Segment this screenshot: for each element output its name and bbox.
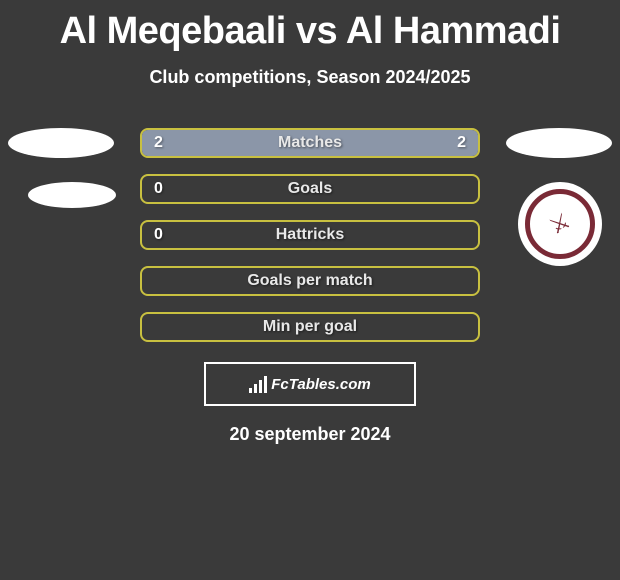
stat-row: 0 Hattricks — [140, 220, 480, 250]
stat-left-value: 0 — [154, 226, 163, 244]
attribution-text: FcTables.com — [271, 376, 370, 393]
club-left-placeholder — [28, 182, 116, 208]
stat-label: Goals — [288, 180, 332, 198]
stat-right-value: 2 — [457, 134, 466, 152]
stat-row: Min per goal — [140, 312, 480, 342]
stat-rows: 2 Matches 2 0 Goals 0 Hattricks Goals per match… — [140, 128, 480, 342]
sword-icon: ⚔ — [546, 210, 574, 239]
stat-label: Hattricks — [276, 226, 344, 244]
stat-row: 2 Matches 2 — [140, 128, 480, 158]
stat-row: Goals per match — [140, 266, 480, 296]
attribution-box: FcTables.com — [204, 362, 416, 406]
club-badge-ring: ⚔ — [525, 189, 595, 259]
page-title: Al Meqebaali vs Al Hammadi — [0, 0, 620, 53]
club-right-badge: ⚔ — [518, 182, 602, 266]
stat-label: Goals per match — [247, 272, 372, 290]
stat-label: Matches — [278, 134, 342, 152]
subtitle: Club competitions, Season 2024/2025 — [0, 67, 620, 88]
stat-row: 0 Goals — [140, 174, 480, 204]
bars-icon — [249, 375, 267, 393]
comparison-panel: ⚔ 2 Matches 2 0 Goals 0 Hattricks Goals per mat… — [0, 128, 620, 445]
date-text: 20 september 2024 — [0, 424, 620, 445]
club-badge-inner: ⚔ — [550, 213, 570, 235]
stat-left-value: 0 — [154, 180, 163, 198]
stat-left-value: 2 — [154, 134, 163, 152]
stat-label: Min per goal — [263, 318, 357, 336]
player-right-placeholder — [506, 128, 612, 158]
player-left-placeholder — [8, 128, 114, 158]
